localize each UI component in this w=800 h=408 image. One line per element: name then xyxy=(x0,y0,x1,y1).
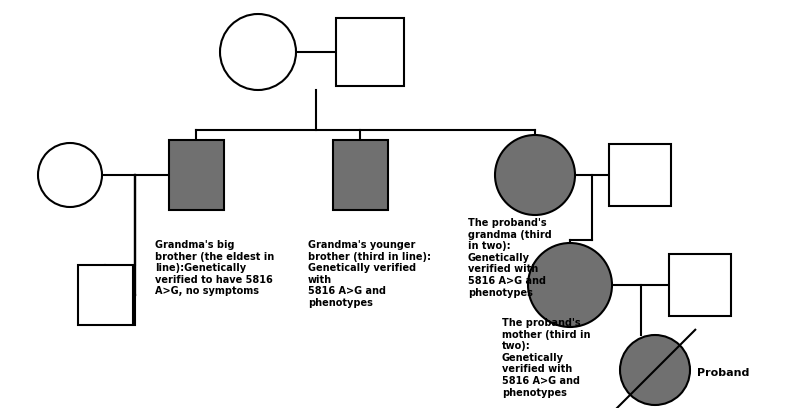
Bar xyxy=(669,254,731,316)
Bar xyxy=(333,140,387,210)
Circle shape xyxy=(528,243,612,327)
Text: Grandma's big
brother (the eldest in
line):Genetically
verified to have 5816
A>G: Grandma's big brother (the eldest in lin… xyxy=(155,240,274,296)
Circle shape xyxy=(38,143,102,207)
Text: The proband's
grandma (third
in two):
Genetically
verified with
5816 A>G and
phe: The proband's grandma (third in two): Ge… xyxy=(468,218,552,297)
Text: Proband: Proband xyxy=(697,368,750,378)
Bar xyxy=(609,144,671,206)
Circle shape xyxy=(495,135,575,215)
Text: Grandma's younger
brother (third in line):
Genetically verified
with
5816 A>G an: Grandma's younger brother (third in line… xyxy=(308,240,431,308)
Text: The proband's
mother (third in
two):
Genetically
verified with
5816 A>G and
phen: The proband's mother (third in two): Gen… xyxy=(502,318,590,398)
Bar xyxy=(169,140,223,210)
Bar xyxy=(78,265,133,325)
Circle shape xyxy=(620,335,690,405)
Circle shape xyxy=(220,14,296,90)
Bar xyxy=(336,18,404,86)
